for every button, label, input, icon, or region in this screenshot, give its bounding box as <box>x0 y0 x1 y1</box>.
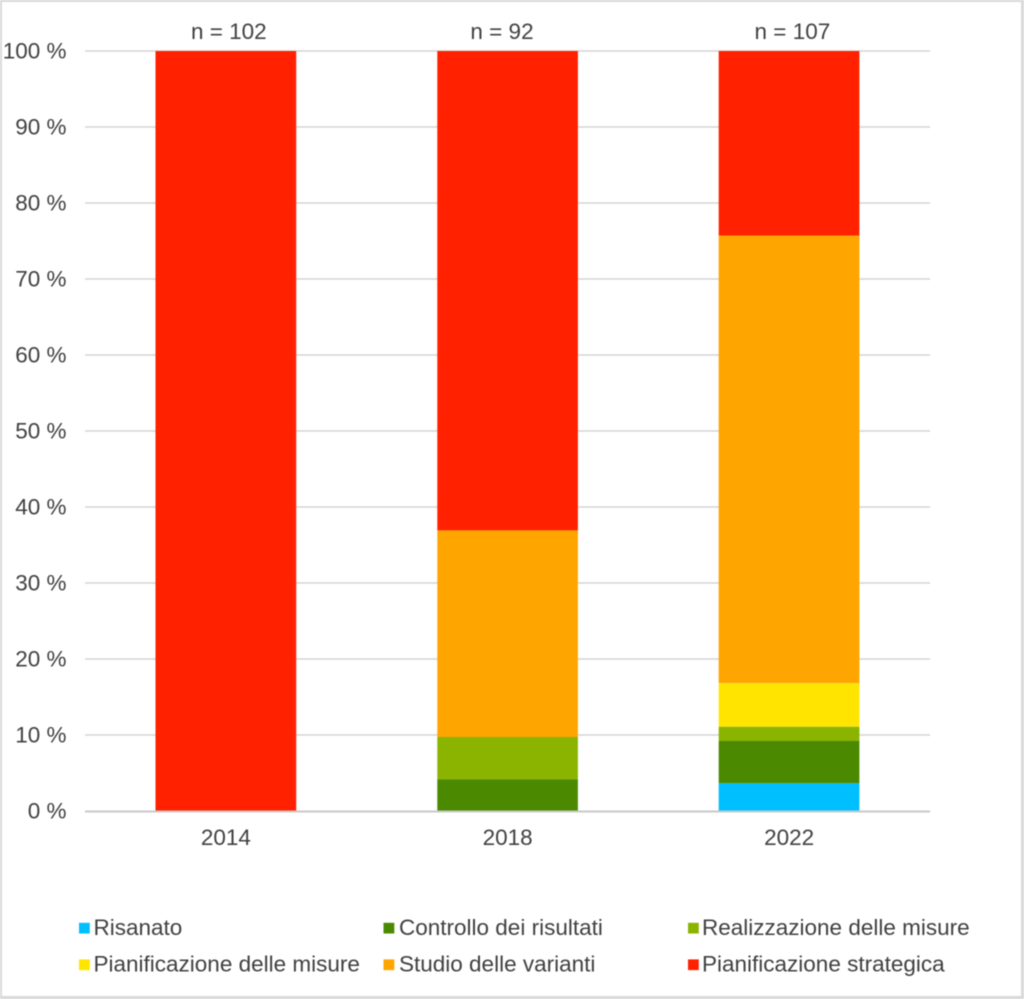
svg-text:50 %: 50 % <box>15 418 66 443</box>
svg-text:0 %: 0 % <box>28 798 67 823</box>
svg-text:30 %: 30 % <box>15 570 66 595</box>
svg-text:100 %: 100 % <box>3 38 67 63</box>
svg-text:n = 107: n = 107 <box>755 19 831 44</box>
svg-text:2022: 2022 <box>764 825 814 850</box>
svg-text:2018: 2018 <box>483 825 533 850</box>
svg-text:Controllo dei risultati: Controllo dei risultati <box>399 915 603 940</box>
svg-text:40 %: 40 % <box>15 494 66 519</box>
svg-text:2014: 2014 <box>201 825 251 850</box>
svg-text:Realizzazione delle misure: Realizzazione delle misure <box>702 915 970 940</box>
svg-text:Pianificazione delle misure: Pianificazione delle misure <box>94 952 360 977</box>
svg-text:70 %: 70 % <box>15 266 66 291</box>
svg-text:Studio delle varianti: Studio delle varianti <box>399 952 595 977</box>
svg-text:Pianificazione strategica: Pianificazione strategica <box>702 952 945 977</box>
svg-text:60 %: 60 % <box>15 342 66 367</box>
svg-text:n = 92: n = 92 <box>470 19 533 44</box>
svg-text:n = 102: n = 102 <box>191 19 267 44</box>
svg-text:Risanato: Risanato <box>94 915 183 940</box>
svg-text:20 %: 20 % <box>15 646 66 671</box>
svg-text:10 %: 10 % <box>15 722 66 747</box>
svg-text:80 %: 80 % <box>15 190 66 215</box>
svg-text:90 %: 90 % <box>15 114 66 139</box>
